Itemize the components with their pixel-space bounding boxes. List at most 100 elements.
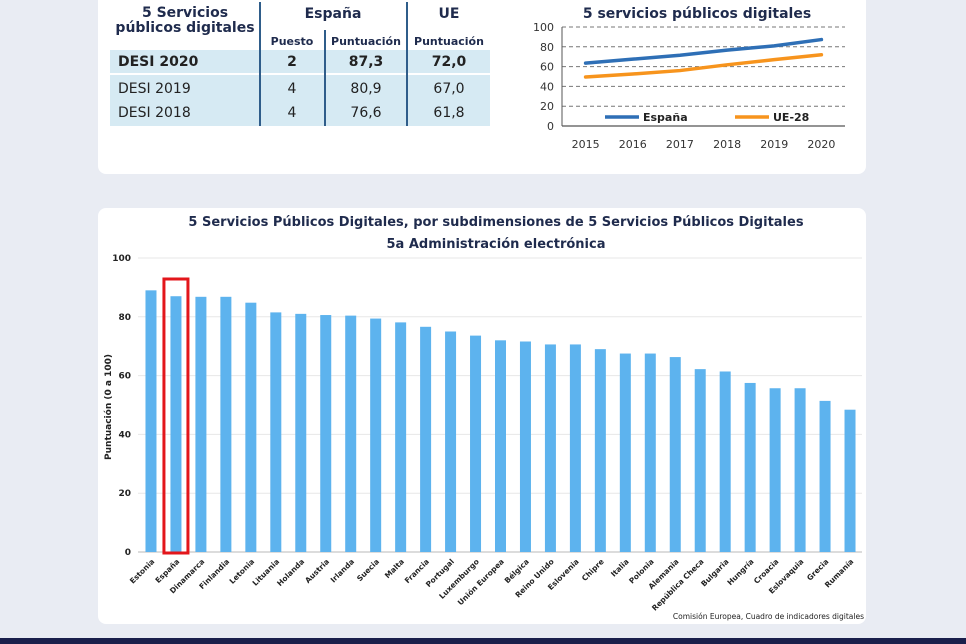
bar: [744, 382, 756, 552]
line-chart-y-tick: 20: [540, 100, 554, 113]
bar-chart-x-tick: Irlanda: [329, 557, 356, 584]
line-chart-x-ticks: 2015 2016 2017 2018 2019 2020: [572, 138, 836, 151]
row-ue: 72,0: [431, 54, 467, 70]
bar-chart-x-tick: Unión Europea: [456, 557, 506, 607]
line-chart-series: [583, 37, 824, 79]
bar: [544, 344, 556, 552]
row-esp: 87,3: [348, 54, 384, 70]
bar: [619, 353, 631, 552]
bar-chart-y-tick: 0: [125, 548, 131, 558]
row-puesto: 2: [287, 54, 297, 70]
bar-chart-y-axis-label: Puntuación (0 a 100): [103, 354, 114, 460]
bar: [569, 344, 581, 552]
table-divider-3: [406, 2, 408, 126]
row-ue: 67,0: [433, 81, 465, 97]
bar: [195, 296, 207, 552]
bar: [844, 409, 856, 552]
table-col-puesto: Puesto: [270, 35, 314, 48]
table-title-line1: 5 Servicios: [141, 5, 229, 21]
bar-chart-x-ticks: EstoniaEspañaDinamarcaFinlandiaLetoniaLi…: [128, 557, 856, 613]
bar-chart-x-tick: Chipre: [580, 557, 606, 583]
bar-chart: 5 Servicios Públicos Digitales, por subd…: [103, 215, 864, 621]
bar: [694, 369, 706, 552]
bar-chart-y-ticks: 0 20 40 60 80 100: [112, 254, 131, 558]
bar-chart-x-tick: Suecia: [355, 557, 381, 583]
line-chart-x-tick: 2017: [666, 138, 694, 151]
bar: [395, 322, 407, 552]
bar: [170, 296, 182, 552]
line-series-ue-28: [583, 52, 824, 79]
bar-chart-title: 5 Servicios Públicos Digitales, por subd…: [188, 215, 803, 230]
table-divider-1: [259, 2, 261, 126]
line-chart-legend: España UE-28: [605, 111, 809, 124]
bar-chart-y-tick: 60: [118, 372, 131, 382]
bar-chart-subtitle: 5a Administración electrónica: [387, 237, 606, 252]
bar: [245, 302, 257, 552]
bar: [220, 296, 232, 552]
row-label: DESI 2020: [118, 54, 199, 70]
line-chart-y-tick: 100: [533, 21, 554, 34]
table-title-line2: públicos digitales: [115, 20, 255, 36]
line-chart-y-tick: 0: [547, 120, 554, 133]
line-chart-y-tick: 40: [540, 80, 554, 93]
bar: [794, 388, 806, 552]
bar: [470, 335, 482, 552]
bar: [594, 349, 606, 552]
line-chart-y-tick: 60: [540, 61, 554, 74]
highlight-box: [162, 277, 190, 555]
line-chart-x-tick: 2018: [713, 138, 741, 151]
row-esp: 76,6: [350, 105, 382, 121]
bar-chart-x-tick: Austria: [303, 557, 331, 585]
bar-chart-y-tick: 80: [118, 313, 131, 323]
bar: [320, 315, 332, 552]
bar-chart-x-tick: Estonia: [128, 557, 156, 585]
bar: [295, 313, 307, 552]
bar: [445, 331, 457, 552]
line-chart-y-ticks: 0 20 40 60 80 100: [533, 21, 554, 133]
bar-chart-x-tick: Italia: [609, 557, 631, 579]
line-chart-x-tick: 2016: [619, 138, 647, 151]
line-series-espa-a: [583, 37, 824, 65]
row-puesto: 4: [287, 105, 297, 121]
bar-chart-x-tick: Malta: [383, 557, 406, 580]
footer-bar: [0, 638, 966, 644]
row-esp: 80,9: [350, 81, 382, 97]
legend-label: UE-28: [773, 111, 809, 124]
line-chart-x-tick: 2020: [807, 138, 835, 151]
row-ue: 61,8: [433, 105, 465, 121]
line-chart-x-tick: 2019: [760, 138, 788, 151]
line-chart-y-tick: 80: [540, 41, 554, 54]
bar: [370, 318, 382, 552]
bar: [519, 341, 531, 552]
bar-chart-x-tick: Holanda: [275, 557, 306, 588]
bar-chart-source: Comisión Europea, Cuadro de indicadores …: [673, 612, 864, 621]
bar: [719, 371, 731, 552]
bar-chart-y-tick: 100: [112, 254, 131, 264]
table-col-puntuacion-ue: Puntuación: [414, 35, 484, 48]
bar: [420, 326, 432, 552]
bar: [345, 315, 357, 552]
table-group-spain: España: [304, 6, 362, 22]
row-label: DESI 2019: [118, 81, 191, 97]
bar: [270, 312, 282, 552]
desi-table: 5 Servicios públicos digitales España UE…: [110, 2, 490, 126]
bar: [644, 353, 656, 552]
legend-label: España: [643, 111, 688, 124]
bar: [769, 388, 781, 552]
bar: [669, 357, 681, 552]
row-puesto: 4: [287, 81, 297, 97]
table-group-ue: UE: [438, 6, 460, 22]
table-col-puntuacion: Puntuación: [331, 35, 401, 48]
bar: [819, 400, 831, 552]
table-rows-background: [110, 75, 490, 126]
bar-chart-y-tick: 40: [118, 430, 131, 440]
line-chart-title: 5 servicios públicos digitales: [583, 6, 811, 22]
bar: [145, 290, 157, 552]
table-title: 5 Servicios públicos digitales: [110, 6, 260, 36]
table-divider-2: [324, 30, 326, 126]
bar-chart-bars: [145, 277, 856, 555]
bar-chart-y-tick: 20: [118, 489, 131, 499]
line-chart: 5 servicios públicos digitales 0 20 40 60 80…: [533, 6, 845, 151]
row-label: DESI 2018: [118, 105, 191, 121]
bar-chart-x-tick: Hungría: [725, 557, 755, 587]
